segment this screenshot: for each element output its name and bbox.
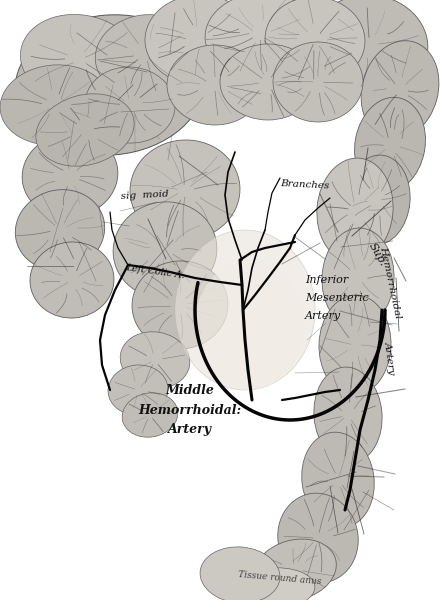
Ellipse shape — [278, 493, 358, 583]
Ellipse shape — [30, 242, 114, 318]
Ellipse shape — [20, 14, 139, 106]
Ellipse shape — [132, 261, 228, 349]
Ellipse shape — [167, 45, 263, 125]
Text: Artery: Artery — [383, 341, 396, 375]
Ellipse shape — [317, 158, 393, 262]
Text: Mesenteric: Mesenteric — [305, 293, 369, 303]
Ellipse shape — [130, 140, 240, 240]
Ellipse shape — [15, 190, 105, 271]
Ellipse shape — [355, 97, 425, 193]
Ellipse shape — [302, 432, 374, 528]
Ellipse shape — [314, 367, 382, 463]
Text: sig  moid: sig moid — [121, 189, 169, 201]
Ellipse shape — [175, 230, 315, 390]
Ellipse shape — [361, 41, 439, 139]
Ellipse shape — [346, 155, 410, 245]
Text: Tissue round anus: Tissue round anus — [238, 570, 322, 586]
Text: Middle: Middle — [165, 383, 214, 397]
Text: Hemorrhoidal: Hemorrhoidal — [378, 245, 402, 319]
Text: Artery: Artery — [168, 424, 212, 437]
Ellipse shape — [273, 42, 363, 122]
Text: Hemorrhoidal:: Hemorrhoidal: — [139, 403, 242, 416]
Ellipse shape — [36, 94, 134, 166]
Ellipse shape — [195, 260, 305, 390]
Ellipse shape — [200, 547, 280, 600]
Ellipse shape — [108, 365, 168, 415]
Ellipse shape — [312, 0, 428, 95]
Ellipse shape — [85, 67, 175, 143]
Ellipse shape — [322, 228, 394, 328]
Ellipse shape — [220, 44, 316, 120]
Text: Artery: Artery — [305, 311, 341, 321]
Text: Left Colic A.: Left Colic A. — [125, 263, 185, 281]
Ellipse shape — [113, 202, 217, 298]
Ellipse shape — [145, 0, 255, 85]
Ellipse shape — [254, 539, 336, 600]
Ellipse shape — [319, 295, 391, 395]
Ellipse shape — [122, 393, 178, 437]
Ellipse shape — [265, 0, 365, 83]
Text: Inferior: Inferior — [305, 275, 348, 285]
Text: Sup.: Sup. — [367, 241, 389, 268]
Ellipse shape — [15, 15, 205, 155]
Ellipse shape — [225, 568, 315, 600]
Ellipse shape — [0, 65, 110, 145]
Ellipse shape — [95, 14, 195, 95]
Text: Branches: Branches — [280, 179, 330, 191]
Ellipse shape — [22, 133, 118, 217]
Ellipse shape — [120, 332, 190, 388]
Ellipse shape — [205, 0, 315, 77]
